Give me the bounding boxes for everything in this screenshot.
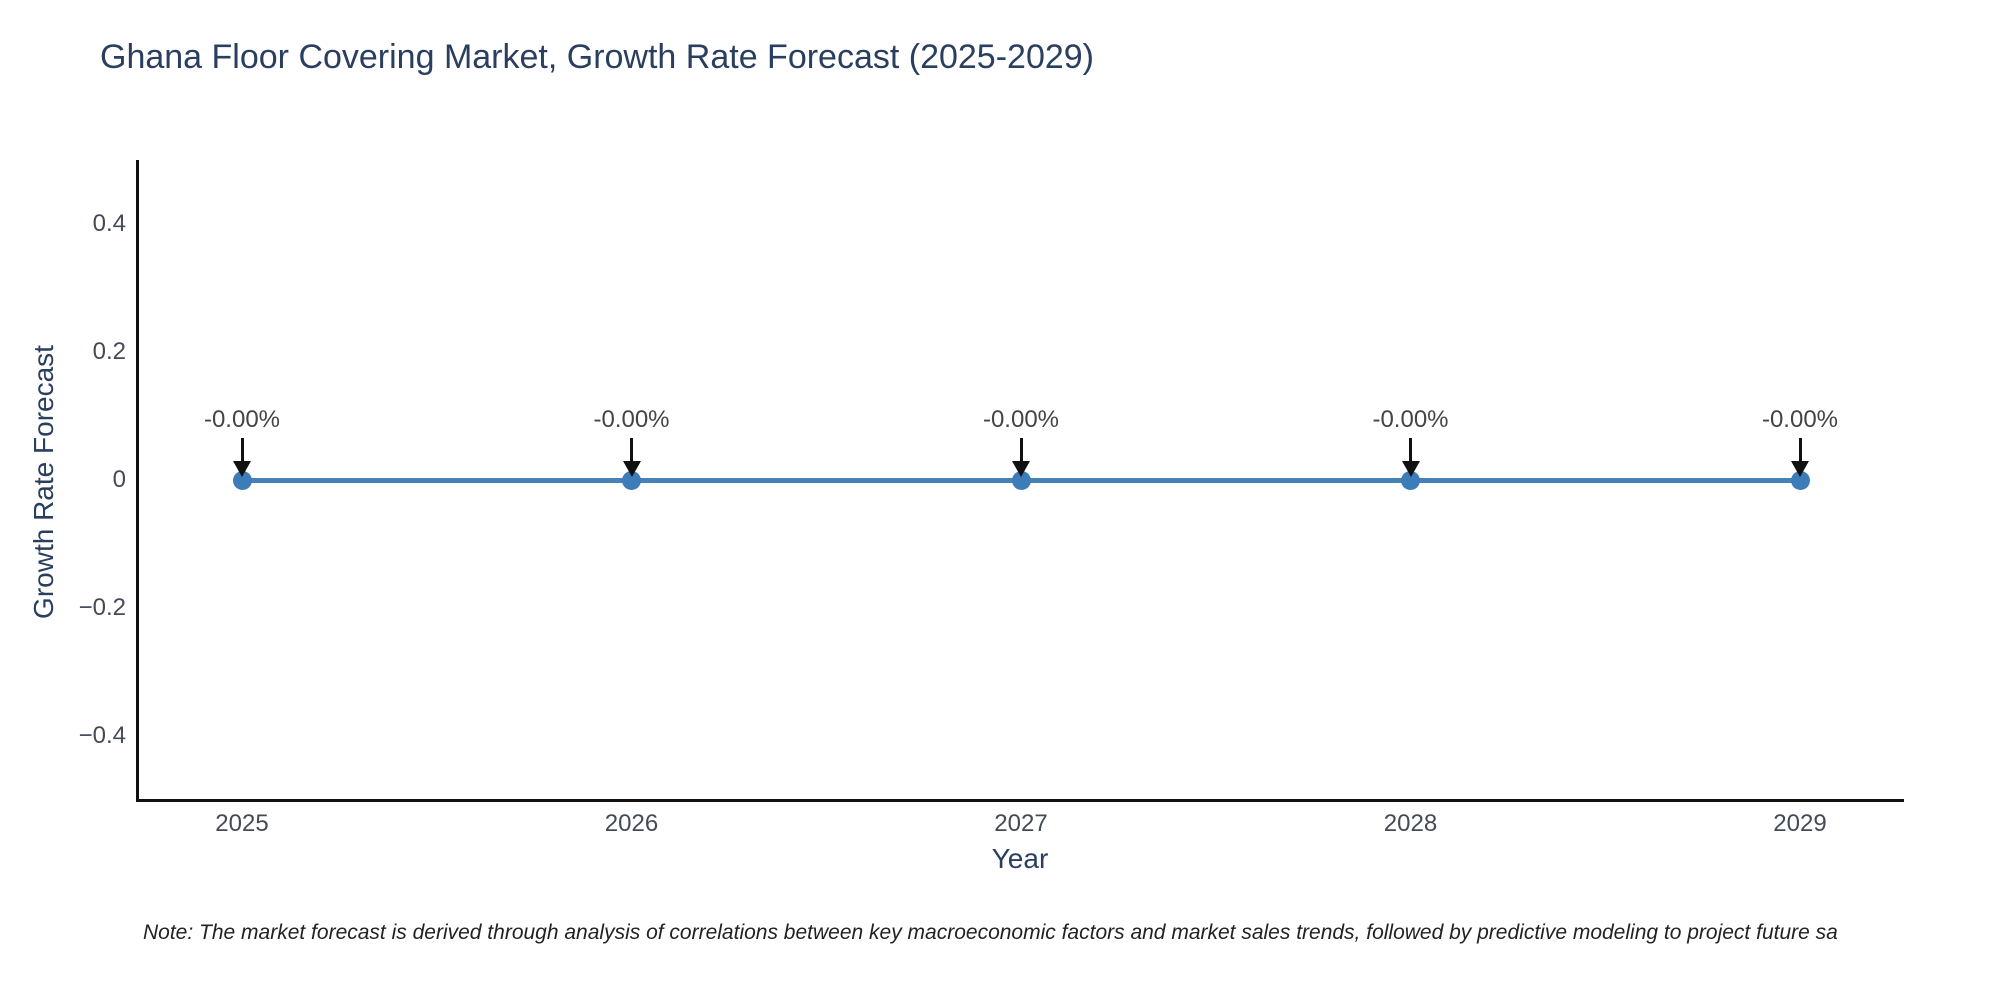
annotation-arrowhead (1401, 461, 1420, 477)
annotation-label: -0.00% (1761, 406, 1839, 433)
x-axis-line (136, 799, 1904, 802)
annotation-arrow-shaft (1798, 438, 1802, 464)
annotation-arrow-shaft (1409, 438, 1412, 464)
y-tick-label: −0.4 (78, 722, 126, 749)
annotation-arrowhead (622, 461, 641, 477)
chart-title: Ghana Floor Covering Market, Growth Rate… (100, 38, 1095, 76)
x-axis-title: Year (991, 843, 1049, 874)
x-tick-label: 2025 (215, 810, 269, 837)
y-axis-line (136, 160, 139, 802)
y-tick-label: 0.4 (92, 210, 126, 237)
annotation-label: -0.00% (982, 406, 1060, 433)
y-tick-label: 0 (112, 466, 126, 493)
footnote: Note: The market forecast is derived thr… (143, 921, 1838, 944)
x-tick-label: 2026 (604, 810, 659, 837)
annotation-arrow-shaft (240, 438, 244, 464)
annotation-arrowhead (1012, 461, 1030, 477)
x-tick-label: 2029 (1773, 810, 1827, 837)
annotation-arrow-shaft (1019, 438, 1023, 464)
annotation-label: -0.00% (1372, 406, 1449, 433)
annotation-label: -0.00% (203, 406, 281, 433)
annotation-arrowhead (1791, 461, 1809, 477)
x-tick-label: 2028 (1383, 810, 1438, 837)
x-tick-label: 2027 (994, 810, 1048, 837)
annotation-arrow-shaft (630, 438, 633, 464)
y-axis-title: Growth Rate Forecast (28, 345, 59, 619)
annotation-arrowhead (233, 461, 251, 477)
annotation-label: -0.00% (593, 406, 670, 433)
y-tick-label: −0.2 (78, 594, 126, 621)
y-tick-label: 0.2 (92, 338, 126, 365)
